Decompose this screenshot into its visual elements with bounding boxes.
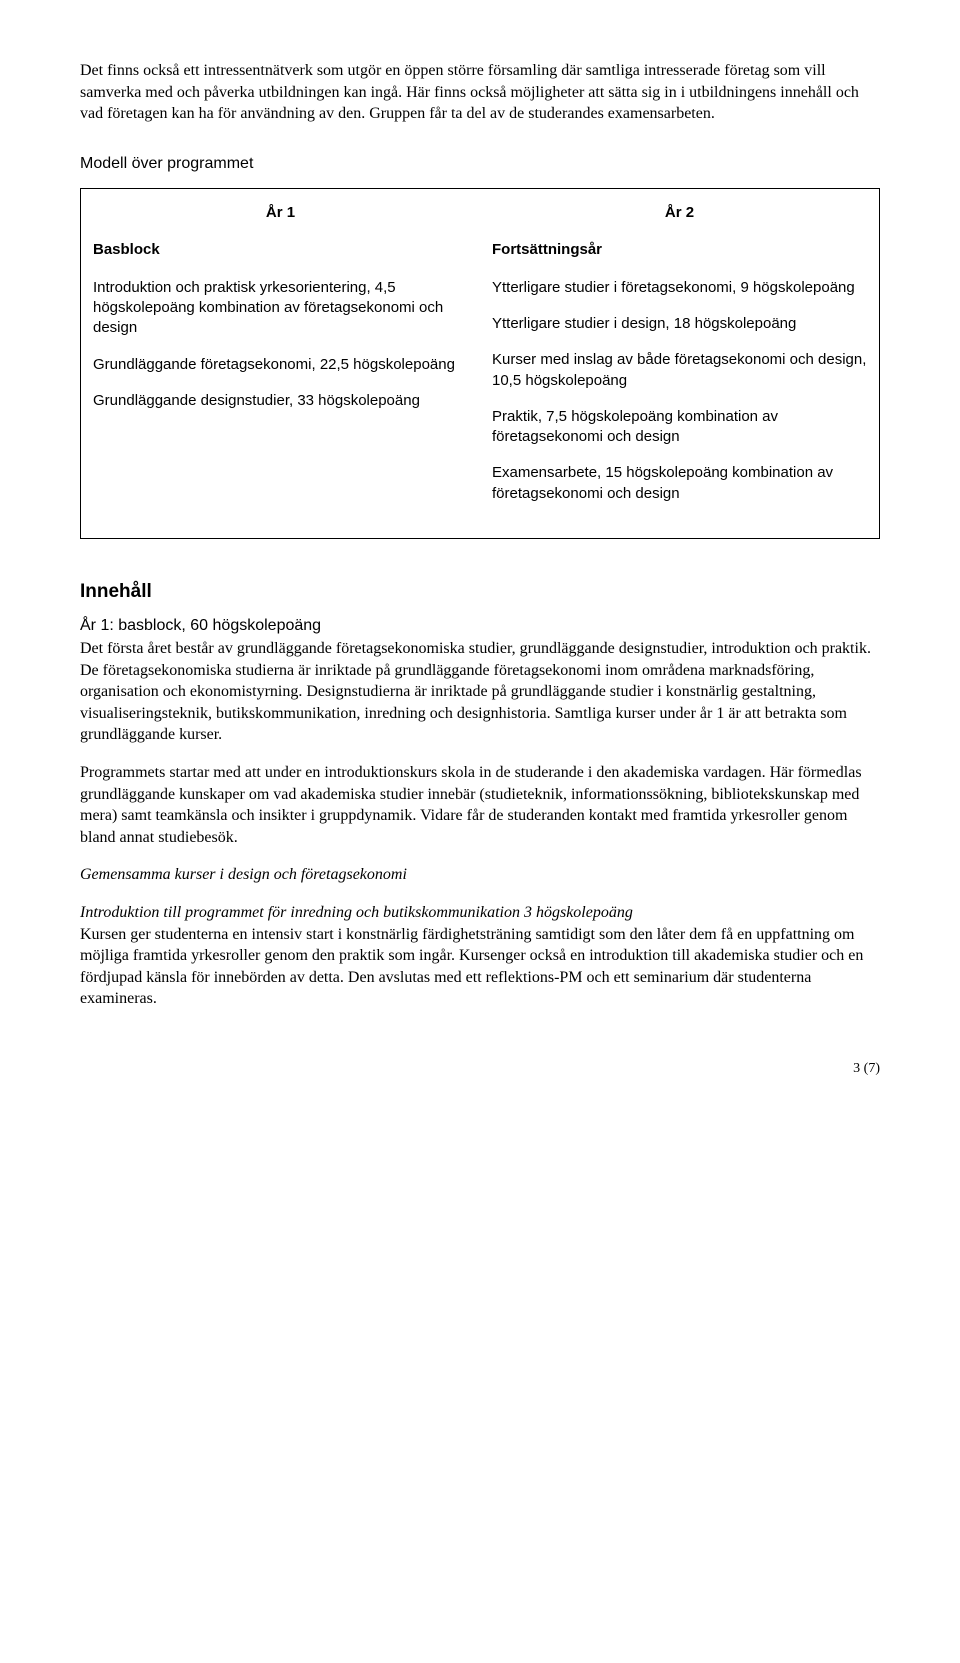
left-item: Introduktion och praktisk yrkesorienteri… xyxy=(93,278,468,339)
basblock-label: Basblock xyxy=(93,240,468,260)
model-table: År 1 Basblock Introduktion och praktisk … xyxy=(80,188,880,539)
page-number: 3 (7) xyxy=(80,1060,880,1079)
content-p2: Programmets startar med att under en int… xyxy=(80,762,880,848)
right-item: Ytterligare studier i design, 18 högskol… xyxy=(492,314,867,334)
shared-courses-heading: Gemensamma kurser i design och företagse… xyxy=(80,864,880,886)
year1-subheading: År 1: basblock, 60 högskolepoäng xyxy=(80,615,880,637)
left-item: Grundläggande designstudier, 33 högskole… xyxy=(93,391,468,411)
content-p1: Det första året består av grundläggande … xyxy=(80,638,880,746)
fortsattning-label: Fortsättningsår xyxy=(492,240,867,260)
year-2-label: År 2 xyxy=(492,203,867,223)
model-cell-right: År 2 Fortsättningsår Ytterligare studier… xyxy=(480,189,880,539)
intro-paragraph: Det finns också ett intressentnätverk so… xyxy=(80,60,880,125)
right-item: Kurser med inslag av både företagsekonom… xyxy=(492,350,867,391)
left-item: Grundläggande företagsekonomi, 22,5 högs… xyxy=(93,355,468,375)
right-item: Examensarbete, 15 högskolepoäng kombinat… xyxy=(492,463,867,504)
model-heading: Modell över programmet xyxy=(80,153,880,175)
course-intro-heading: Introduktion till programmet för inredni… xyxy=(80,902,880,924)
model-cell-left: År 1 Basblock Introduktion och praktisk … xyxy=(81,189,481,539)
right-item: Praktik, 7,5 högskolepoäng kombination a… xyxy=(492,407,867,448)
right-item: Ytterligare studier i företagsekonomi, 9… xyxy=(492,278,867,298)
year-1-label: År 1 xyxy=(93,203,468,223)
innehall-heading: Innehåll xyxy=(80,579,880,605)
content-p3: Kursen ger studenterna en intensiv start… xyxy=(80,924,880,1010)
